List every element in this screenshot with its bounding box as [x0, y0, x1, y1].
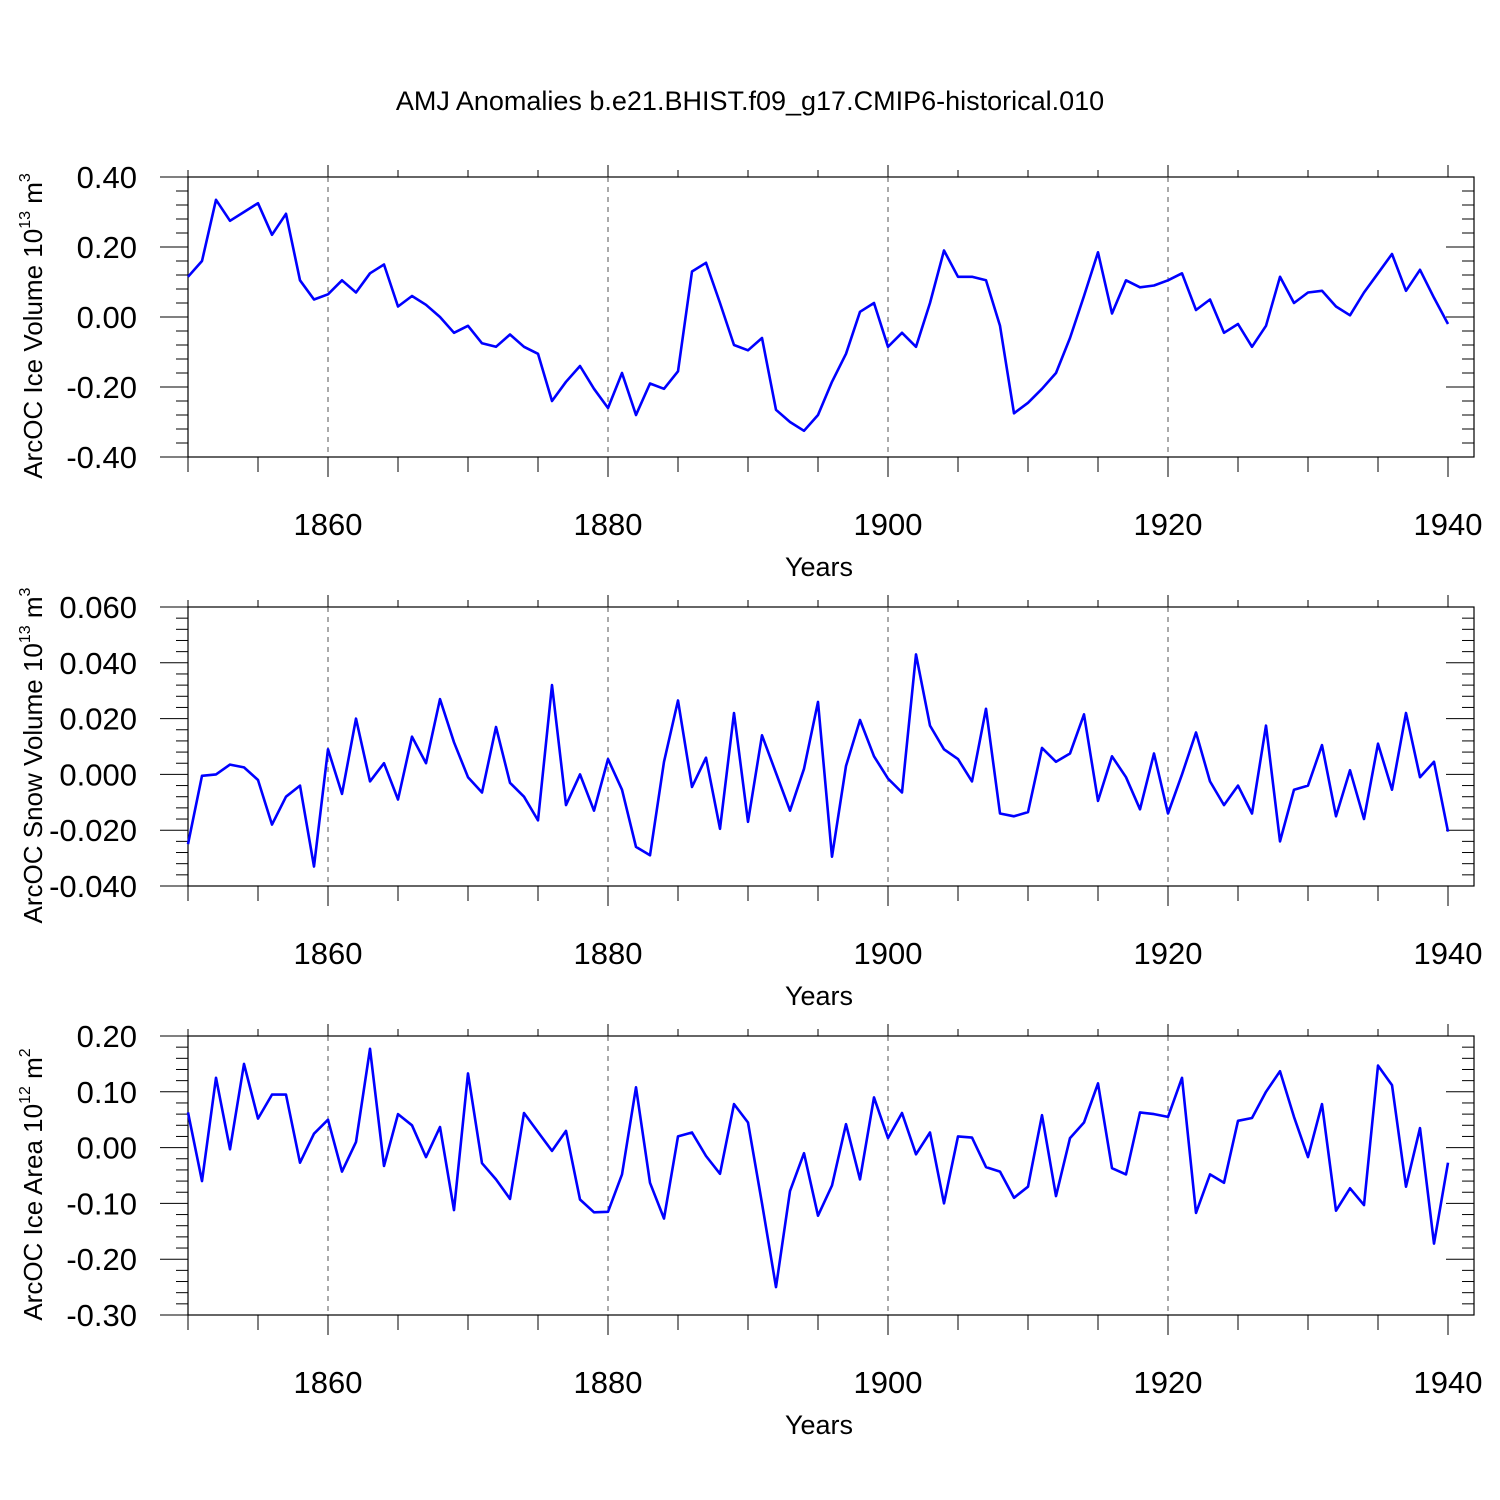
y-tick-label: 0.040	[59, 646, 137, 681]
plot-frame	[187, 176, 1475, 458]
x-tick-label: 1880	[574, 507, 643, 542]
y-axis-label: ArcOC Ice Volume 1013 m3	[17, 173, 48, 479]
y-axis-label-exponent: 13	[17, 625, 34, 643]
y-tick-label: 0.00	[77, 300, 137, 335]
x-axis-label: Years	[785, 981, 853, 1011]
y-axis-label-unit-exponent: 3	[17, 587, 34, 596]
y-tick-label: 0.20	[77, 1019, 137, 1054]
y-tick-label: 0.000	[59, 757, 137, 792]
chart-title: AMJ Anomalies b.e21.BHIST.f09_g17.CMIP6-…	[396, 86, 1104, 116]
y-tick-label: 0.20	[77, 230, 137, 265]
plot-frame	[187, 606, 1475, 887]
y-tick-label: -0.20	[66, 1242, 137, 1277]
x-tick-label: 1880	[574, 936, 643, 971]
panel-3: -0.30 -0.20 -0.10 0.00 0.10 0.20 1860 1880 1900 1…	[17, 1019, 1482, 1440]
x-axis-label: Years	[785, 1410, 853, 1440]
panel-2: -0.040 -0.020 0.000 0.020 0.040 0.060 1860 1880…	[17, 587, 1482, 1011]
series-line	[187, 198, 1450, 433]
y-tick-label: -0.30	[66, 1298, 137, 1333]
y-axis-label-unit: m	[18, 596, 48, 625]
y-tick-label: -0.040	[49, 869, 137, 904]
y-tick-label: -0.020	[49, 813, 137, 848]
y-axis-label-text: ArcOC Ice Area 10	[18, 1104, 48, 1321]
x-tick-label: 1880	[574, 1365, 643, 1400]
y-tick-label: 0.40	[77, 160, 137, 195]
y-axis-label-unit: m	[18, 182, 48, 211]
x-axis-label: Years	[785, 552, 853, 582]
y-axis-label-exponent: 13	[17, 211, 34, 229]
series-line	[186, 1047, 1450, 1289]
x-tick-label: 1920	[1134, 507, 1203, 542]
y-tick-label: 0.060	[59, 590, 137, 625]
y-axis-label-exponent: 12	[17, 1086, 34, 1104]
x-tick-label: 1900	[854, 936, 923, 971]
y-axis-label-unit: m	[18, 1057, 48, 1086]
y-axis-label-unit-exponent: 3	[17, 173, 34, 182]
y-axis-label-unit-exponent: 2	[17, 1048, 34, 1057]
y-tick-label: -0.40	[66, 440, 137, 475]
x-tick-label: 1900	[854, 507, 923, 542]
y-tick-label: -0.20	[66, 370, 137, 405]
y-tick-label: 0.020	[59, 702, 137, 737]
x-tick-label: 1900	[854, 1365, 923, 1400]
x-tick-label: 1920	[1134, 936, 1203, 971]
series-line	[186, 653, 1450, 868]
plot-frame	[187, 1035, 1475, 1316]
x-tick-label: 1860	[294, 507, 363, 542]
y-tick-label: 0.10	[77, 1075, 137, 1110]
y-tick-label: -0.10	[66, 1186, 137, 1221]
x-tick-label: 1940	[1414, 507, 1483, 542]
x-tick-label: 1940	[1414, 1365, 1483, 1400]
panels: -0.40 -0.20 0.00 0.20 0.40 1860 1880 1900 1920 19…	[17, 160, 1482, 1440]
y-tick-label: 0.00	[77, 1131, 137, 1166]
x-tick-label: 1860	[294, 1365, 363, 1400]
y-axis-label: ArcOC Snow Volume 1013 m3	[17, 587, 48, 923]
y-axis-label-text: ArcOC Snow Volume 10	[18, 643, 48, 923]
y-axis-label: ArcOC Ice Area 1012 m2	[17, 1048, 48, 1320]
y-axis-label-text: ArcOC Ice Volume 10	[18, 229, 48, 479]
x-tick-label: 1860	[294, 936, 363, 971]
panel-1: -0.40 -0.20 0.00 0.20 0.40 1860 1880 1900 1920 19…	[17, 160, 1482, 582]
x-tick-label: 1920	[1134, 1365, 1203, 1400]
x-tick-label: 1940	[1414, 936, 1483, 971]
